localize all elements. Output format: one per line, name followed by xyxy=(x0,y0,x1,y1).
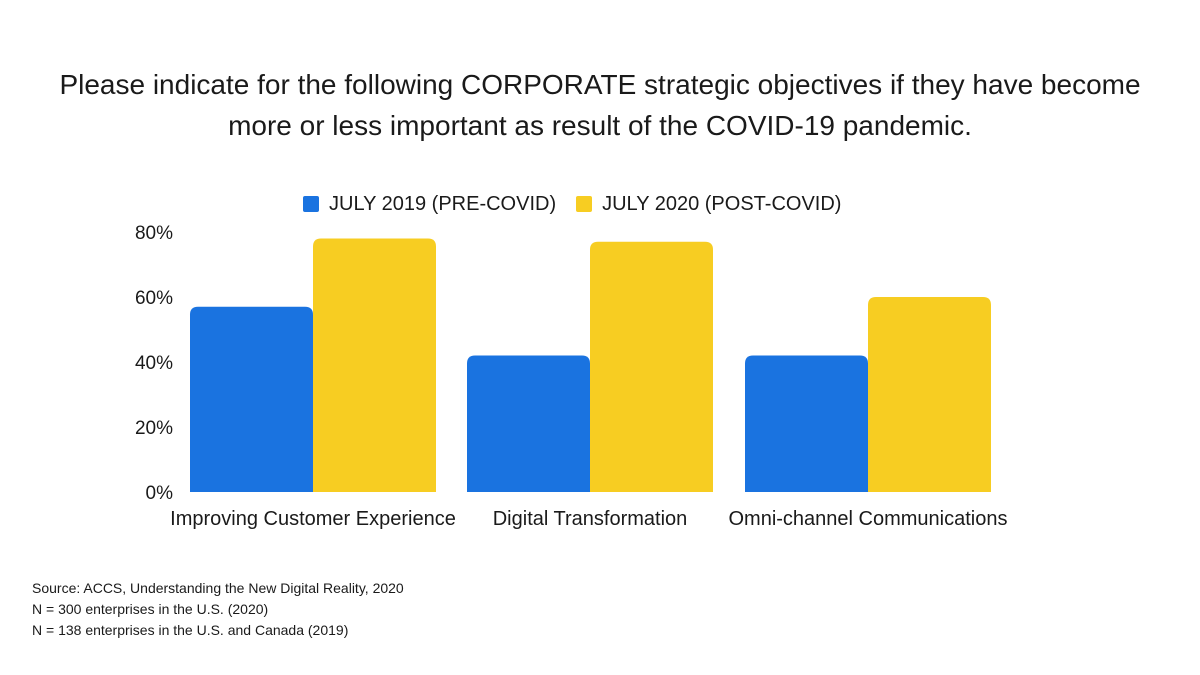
chart-legend: JULY 2019 (PRE-COVID) JULY 2020 (POST-CO… xyxy=(303,192,861,216)
x-category-label: Improving Customer Experience xyxy=(170,508,456,530)
x-category-label: Digital Transformation xyxy=(493,508,688,530)
bar-2020-2 xyxy=(590,241,713,492)
chart-title-line-2: more or less important as result of the … xyxy=(228,110,972,141)
bar-2019-3 xyxy=(745,355,868,492)
y-tick-label: 40% xyxy=(135,353,173,374)
y-tick-label: 60% xyxy=(135,288,173,309)
y-tick-label: 80% xyxy=(135,223,173,244)
legend-item-2020: JULY 2020 (POST-COVID) xyxy=(576,193,841,216)
bar-2020-1 xyxy=(313,238,436,492)
legend-swatch-2020 xyxy=(576,196,593,212)
source-line-2: N = 300 enterprises in the U.S. (2020) xyxy=(32,601,269,617)
legend-label-2020: JULY 2020 (POST-COVID) xyxy=(602,192,842,215)
chart-title: Please indicate for the following CORPOR… xyxy=(40,64,1160,146)
bar-2019-1 xyxy=(190,306,313,492)
x-category-label: Omni-channel Communications xyxy=(728,508,1007,530)
chart-title-line-1: Please indicate for the following CORPOR… xyxy=(59,69,1141,100)
source-line-3: N = 138 enterprises in the U.S. and Cana… xyxy=(32,622,349,638)
legend-swatch-2019 xyxy=(303,196,319,212)
bar-2019-2 xyxy=(467,355,590,492)
source-note: Source: ACCS, Understanding the New Digi… xyxy=(32,578,404,641)
source-line-1: Source: ACCS, Understanding the New Digi… xyxy=(32,580,404,596)
y-tick-label: 0% xyxy=(146,483,174,504)
y-tick-label: 20% xyxy=(135,418,173,439)
legend-label-2019: JULY 2019 (PRE-COVID) xyxy=(329,192,557,215)
bar-2020-3 xyxy=(868,297,991,492)
legend-item-2019: JULY 2019 (PRE-COVID) xyxy=(303,193,556,216)
